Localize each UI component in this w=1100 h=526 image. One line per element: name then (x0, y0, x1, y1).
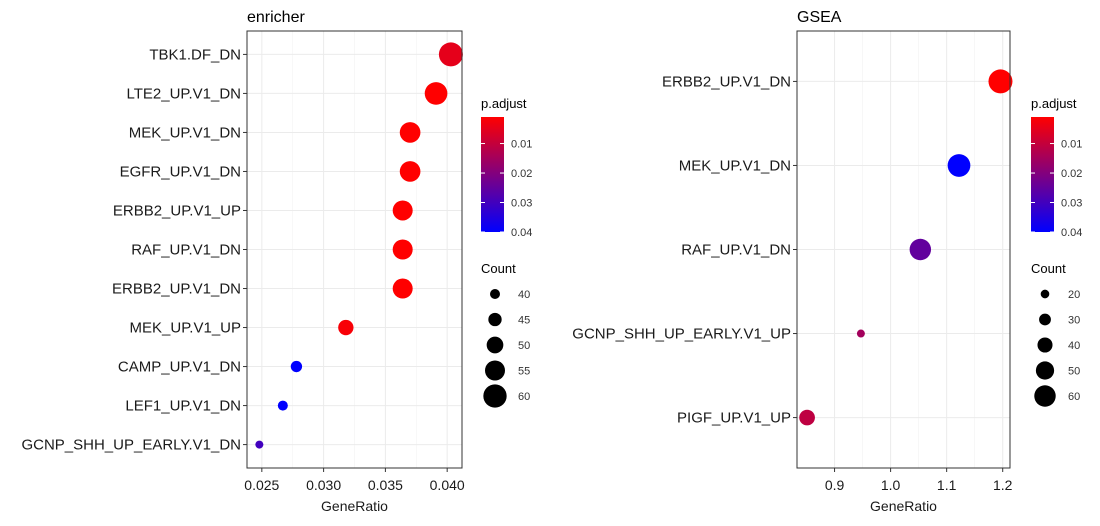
color-legend-bar (481, 117, 504, 232)
color-legend-title: p.adjust (1031, 96, 1077, 111)
size-legend: Count 20 30 40 50 60 (1031, 261, 1080, 407)
x-tick-label: 0.030 (306, 477, 341, 493)
gsea-panel: ERBB2_UP.V1_DN MEK_UP.V1_DN RAF_UP.V1_DN GC… (572, 9, 1082, 514)
color-legend-label: 0.02 (1061, 168, 1082, 180)
y-tick-label: GCNP_SHH_UP_EARLY.V1_UP (572, 326, 791, 343)
y-tick-label: EGFR_UP.V1_DN (120, 163, 241, 180)
y-tick-label: GCNP_SHH_UP_EARLY.V1_DN (21, 437, 241, 454)
size-legend-dot (1035, 361, 1055, 380)
data-point (424, 82, 448, 105)
y-tick-label: ERBB2_UP.V1_UP (113, 202, 241, 219)
x-axis-title: GeneRatio (870, 498, 937, 514)
data-point (338, 319, 354, 336)
data-point (947, 154, 971, 177)
x-tick-label: 0.035 (368, 477, 403, 493)
data-point (799, 409, 815, 426)
data-point (277, 400, 288, 411)
data-point (392, 239, 413, 260)
data-point (392, 200, 413, 221)
size-legend-dot (1039, 313, 1051, 326)
size-legend-dot (1037, 337, 1053, 353)
data-points (799, 69, 1013, 426)
x-axis-title: GeneRatio (321, 498, 388, 514)
chart-title: GSEA (797, 9, 842, 26)
y-tick-label: TBK1.DF_DN (149, 46, 241, 63)
chart-title: enricher (247, 9, 305, 26)
color-legend-label: 0.03 (1061, 198, 1082, 210)
y-tick-label: MEK_UP.V1_DN (679, 157, 791, 174)
y-tick-label: RAF_UP.V1_DN (681, 242, 791, 259)
size-legend-dot (485, 360, 505, 381)
x-tick-label: 0.025 (244, 477, 279, 493)
size-legend-title: Count (481, 261, 516, 276)
size-legend-label: 60 (1068, 391, 1080, 403)
y-tick-label: MEK_UP.V1_DN (129, 124, 241, 141)
color-legend-label: 0.02 (511, 168, 532, 180)
size-legend-label: 50 (1068, 366, 1080, 378)
y-tick-label: LEF1_UP.V1_DN (125, 398, 241, 415)
data-point (255, 440, 264, 449)
y-tick-label: ERBB2_UP.V1_DN (662, 73, 791, 90)
data-points (255, 42, 463, 449)
size-legend-label: 40 (1068, 340, 1080, 352)
y-axis: ERBB2_UP.V1_DN MEK_UP.V1_DN RAF_UP.V1_DN GC… (572, 73, 797, 427)
color-legend-label: 0.04 (1061, 227, 1082, 239)
size-legend-label: 50 (518, 340, 530, 352)
y-tick-label: CAMP_UP.V1_DN (118, 359, 241, 376)
size-legend-label: 45 (518, 315, 530, 327)
x-tick-label: 1.0 (881, 477, 901, 493)
enricher-panel: TBK1.DF_DN LTE2_UP.V1_DN MEK_UP.V1_DN EGFR_… (21, 9, 532, 514)
data-point (438, 42, 463, 67)
x-tick-label: 0.9 (825, 477, 845, 493)
color-legend-label: 0.04 (511, 227, 532, 239)
size-legend-dot (486, 336, 504, 354)
y-tick-label: PIGF_UP.V1_UP (677, 410, 791, 427)
size-legend-label: 20 (1068, 289, 1080, 301)
x-axis: 0.025 0.030 0.035 0.040 (244, 468, 465, 493)
size-legend-label: 30 (1068, 315, 1080, 327)
x-tick-label: 1.2 (993, 477, 1013, 493)
size-legend-dot (490, 289, 500, 299)
y-axis: TBK1.DF_DN LTE2_UP.V1_DN MEK_UP.V1_DN EGFR_… (21, 46, 247, 454)
data-point (399, 161, 421, 182)
data-point (909, 238, 932, 261)
x-tick-label: 0.040 (430, 477, 465, 493)
color-legend-bar (1031, 117, 1054, 232)
color-legend: p.adjust 0.01 0.02 0.03 0.04 (1031, 96, 1082, 239)
color-legend: p.adjust 0.01 0.02 0.03 0.04 (481, 96, 532, 239)
size-legend: Count 40 45 50 55 60 (481, 261, 530, 408)
data-point (988, 69, 1013, 94)
size-legend-title: Count (1031, 261, 1066, 276)
data-point (856, 329, 865, 338)
data-point (290, 360, 303, 373)
color-legend-label: 0.03 (511, 198, 532, 210)
grid-lines (247, 31, 462, 468)
size-legend-label: 55 (518, 366, 530, 378)
size-legend-dot (1034, 385, 1056, 407)
y-tick-label: LTE2_UP.V1_DN (126, 85, 241, 102)
size-legend-dot (488, 312, 502, 327)
color-legend-title: p.adjust (481, 96, 527, 111)
size-legend-label: 60 (518, 391, 530, 403)
color-legend-label: 0.01 (511, 139, 532, 151)
color-legend-label: 0.01 (1061, 139, 1082, 151)
size-legend-label: 40 (518, 289, 530, 301)
y-tick-label: RAF_UP.V1_DN (131, 242, 241, 259)
x-tick-label: 1.1 (937, 477, 957, 493)
size-legend-dot (1040, 289, 1050, 299)
data-point (399, 122, 421, 143)
y-tick-label: MEK_UP.V1_UP (130, 320, 241, 337)
data-point (392, 278, 413, 299)
x-axis: 0.9 1.0 1.1 1.2 (825, 468, 1013, 493)
size-legend-dot (483, 384, 507, 408)
y-tick-label: ERBB2_UP.V1_DN (112, 281, 241, 298)
